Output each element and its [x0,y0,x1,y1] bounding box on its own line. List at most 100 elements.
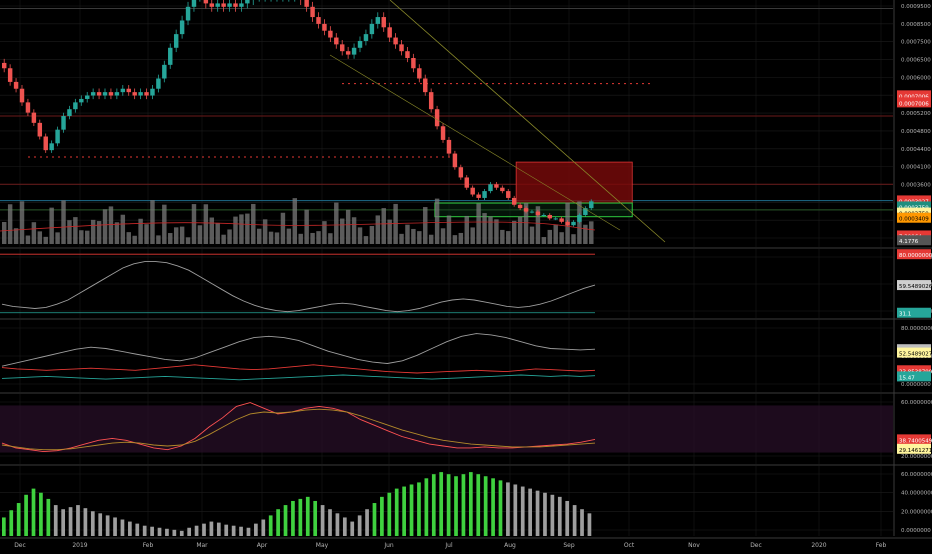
price-tag [897,443,931,454]
volume-bar [381,208,386,244]
candle-body [67,109,72,117]
histogram-bar [83,508,88,536]
candle-body [227,3,232,7]
volume-bar [162,204,167,244]
candle-body [102,92,108,96]
histogram-bar [298,498,303,536]
candle-body [162,64,167,79]
volume-bar [428,234,434,244]
price-tag [897,195,931,206]
volume-bar [488,216,493,244]
histogram-bar [572,505,577,536]
candle-body [25,102,31,113]
rsi-band [0,405,893,453]
histogram-bar [224,524,229,536]
volume-bar [102,209,108,244]
histogram-bar [528,488,532,536]
price-tag [897,307,931,318]
histogram-bar [357,515,362,536]
volume-bar [387,219,392,244]
histogram-bar [402,486,406,536]
price-tag [897,212,931,223]
volume-bar [173,227,179,244]
volume-bar [73,217,78,244]
volume-bar [108,206,114,244]
volume-bar [476,203,481,244]
candle-body [96,92,102,96]
volume-bar [114,222,120,244]
candle-body [446,139,452,154]
volume-bar [417,231,422,244]
candle-body [381,17,386,28]
y-tick-label: 0.0006000 [901,75,931,81]
histogram-bar [142,525,147,536]
volume-bar [19,201,25,244]
candle-body [304,0,309,7]
volume-bar [138,218,143,244]
x-tick-label: 2020 [811,542,826,549]
x-tick-label: Nov [688,542,700,549]
histogram-bar [9,510,14,536]
candle-body [399,44,404,52]
candle-body [31,112,37,123]
candle-body [417,68,422,79]
candle-body [428,92,434,110]
candle-body [423,78,428,93]
histogram-bar [372,503,377,536]
volume-bar [547,229,553,244]
histogram-bar [454,476,458,536]
candle-body [351,47,357,55]
volume-bar [357,227,363,244]
volume-bar [351,217,357,244]
histogram-bar [76,505,80,536]
volume-bar [482,213,487,244]
price-tag-label: 4.1776 [899,239,919,245]
y-tick-label: 0.0004400 [901,147,931,153]
x-tick-label: Apr [257,542,268,549]
x-tick-label: Feb [876,542,887,549]
histogram-bar [483,476,488,536]
volume-bar [245,213,250,244]
volume-bar [233,216,238,244]
histogram-bar [513,484,518,536]
candle-body [476,194,481,198]
candle-body [452,153,458,168]
volume-bar [120,214,126,244]
y-tick-label: 60.0000000 [901,400,932,406]
histogram-bar [550,494,555,536]
candle-body [511,197,517,205]
volume-bar [274,232,280,244]
candle-body [488,184,493,192]
candle-body [138,92,143,96]
volume-bar [25,235,31,244]
histogram-bar [580,509,584,536]
volume-bar [494,219,499,244]
histogram-bar [202,523,206,536]
price-tag [897,280,931,291]
candle-body [49,143,54,151]
x-tick-label: May [316,542,329,549]
histogram-bar [216,522,221,536]
volume-bar [363,236,369,244]
histogram-bar [150,526,154,536]
volume-bar [423,207,428,244]
candle-body [316,17,321,24]
histogram-bar [53,505,58,536]
histogram-bar [520,486,525,536]
histogram-bar [157,527,162,536]
histogram-bar [61,509,66,536]
candle-body [541,214,547,216]
volume-bar [96,221,102,244]
resistance-zone [515,161,633,204]
candle-body [577,214,582,222]
volume-bar [345,209,351,244]
histogram-bar [209,521,214,536]
candle-body [144,92,149,96]
volume-bar [239,214,244,244]
histogram-bar [350,521,355,536]
x-tick-label: Dec [750,542,762,549]
candle-body [369,23,375,35]
candle-body [245,0,250,4]
volume-bar [446,215,452,244]
